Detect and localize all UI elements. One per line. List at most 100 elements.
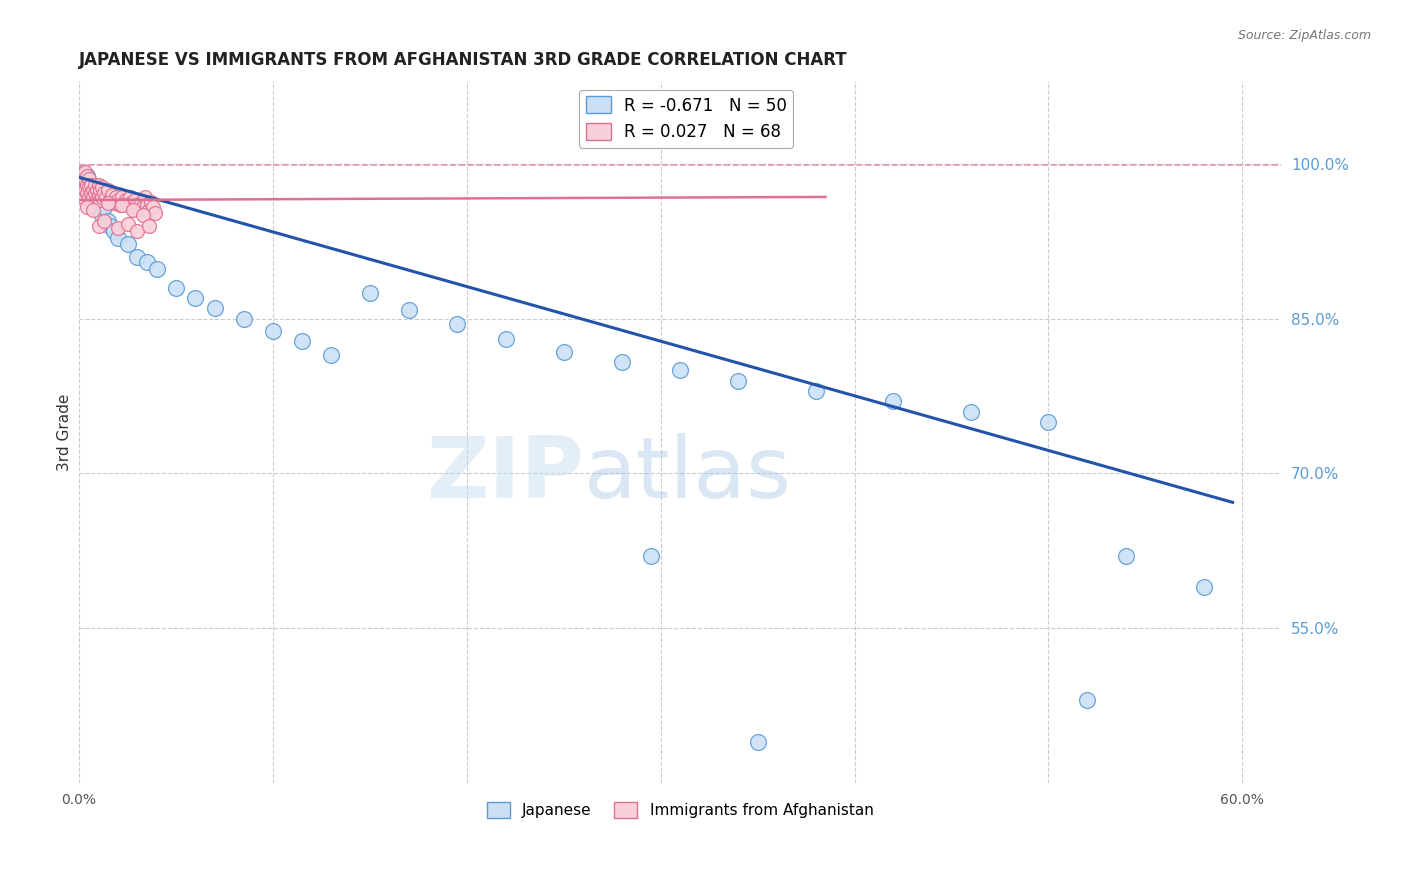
Point [97, 183, 120, 197]
Point [124, 193, 146, 207]
Point [83, 198, 105, 212]
Point [77, 187, 100, 202]
Point [107, 220, 129, 235]
Point [98, 219, 121, 233]
Point [132, 200, 155, 214]
Point [76, 169, 98, 184]
Point [804, 384, 827, 398]
Point [232, 311, 254, 326]
Point [96, 190, 118, 204]
Point [553, 344, 575, 359]
Point [72, 172, 94, 186]
Point [118, 190, 141, 204]
Point [73, 176, 96, 190]
Point [139, 195, 162, 210]
Point [111, 190, 134, 204]
Point [108, 198, 131, 212]
Point [70, 167, 93, 181]
Point [72, 183, 94, 197]
Point [76, 178, 98, 192]
Text: atlas: atlas [583, 433, 792, 516]
Point [138, 203, 160, 218]
Point [104, 190, 127, 204]
Point [103, 196, 125, 211]
Point [86, 183, 108, 197]
Point [1192, 580, 1215, 594]
Point [80, 195, 103, 210]
Point [359, 285, 381, 300]
Point [121, 196, 143, 211]
Point [669, 363, 692, 377]
Point [727, 374, 749, 388]
Point [128, 202, 150, 217]
Point [89, 193, 111, 207]
Point [495, 332, 517, 346]
Point [83, 186, 105, 200]
Point [82, 183, 104, 197]
Point [398, 303, 420, 318]
Point [107, 231, 129, 245]
Point [86, 193, 108, 207]
Point [145, 262, 167, 277]
Point [89, 196, 111, 211]
Point [129, 196, 152, 211]
Point [87, 203, 110, 218]
Point [82, 186, 104, 200]
Point [87, 187, 110, 202]
Point [142, 200, 165, 214]
Point [80, 186, 103, 200]
Point [747, 735, 769, 749]
Point [97, 196, 120, 211]
Point [1115, 549, 1137, 563]
Point [73, 183, 96, 197]
Point [960, 404, 983, 418]
Point [91, 209, 114, 223]
Point [136, 255, 159, 269]
Point [77, 179, 100, 194]
Text: JAPANESE VS IMMIGRANTS FROM AFGHANISTAN 3RD GRADE CORRELATION CHART: JAPANESE VS IMMIGRANTS FROM AFGHANISTAN … [79, 51, 848, 69]
Point [76, 169, 98, 184]
Point [91, 190, 114, 204]
Point [165, 281, 187, 295]
Point [321, 348, 343, 362]
Point [184, 291, 207, 305]
Point [70, 167, 93, 181]
Point [610, 355, 633, 369]
Point [73, 179, 96, 194]
Point [82, 190, 104, 204]
Point [82, 190, 104, 204]
Point [87, 219, 110, 233]
Point [76, 183, 98, 197]
Point [107, 193, 129, 207]
Point [77, 172, 100, 186]
Point [111, 198, 134, 212]
Point [1076, 693, 1098, 707]
Y-axis label: 3rd Grade: 3rd Grade [58, 393, 72, 471]
Point [101, 187, 124, 202]
Point [86, 183, 108, 197]
Point [204, 301, 226, 316]
Point [103, 224, 125, 238]
Point [138, 219, 160, 233]
Point [262, 324, 284, 338]
Point [97, 213, 120, 227]
Point [93, 186, 115, 200]
Text: Source: ZipAtlas.com: Source: ZipAtlas.com [1237, 29, 1371, 42]
Point [80, 178, 103, 192]
Point [83, 178, 105, 192]
Point [117, 217, 139, 231]
Legend: Japanese, Immigrants from Afghanistan: Japanese, Immigrants from Afghanistan [481, 797, 880, 824]
Point [134, 190, 156, 204]
Point [143, 206, 166, 220]
Point [87, 190, 110, 204]
Point [72, 172, 94, 186]
Point [117, 198, 139, 212]
Point [117, 237, 139, 252]
Point [136, 198, 159, 212]
Point [91, 179, 114, 194]
Point [80, 183, 103, 197]
Point [93, 200, 115, 214]
Point [127, 224, 149, 238]
Point [127, 198, 149, 212]
Point [70, 178, 93, 192]
